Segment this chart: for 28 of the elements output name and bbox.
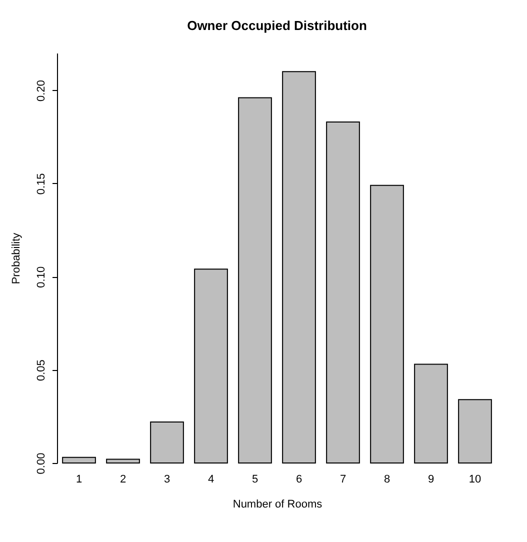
y-axis-title: Probability bbox=[10, 232, 22, 284]
bar bbox=[238, 97, 272, 464]
x-tick-label: 5 bbox=[252, 474, 258, 486]
x-tick-label: 3 bbox=[164, 474, 170, 486]
bar bbox=[370, 184, 404, 464]
bar bbox=[150, 422, 184, 464]
bar bbox=[458, 399, 492, 464]
x-tick-label: 1 bbox=[76, 474, 82, 486]
y-tick-label: 0.05 bbox=[36, 360, 48, 382]
x-tick-label: 8 bbox=[384, 474, 390, 486]
bar bbox=[414, 364, 448, 464]
bar bbox=[62, 456, 96, 464]
x-tick-label: 4 bbox=[208, 474, 214, 486]
x-tick-label: 7 bbox=[340, 474, 346, 486]
chart-title: Owner Occupied Distribution bbox=[187, 18, 367, 33]
x-tick-label: 9 bbox=[428, 474, 434, 486]
y-tick-label: 0.00 bbox=[36, 452, 48, 474]
bar bbox=[326, 121, 360, 464]
bar bbox=[194, 268, 228, 464]
bar bbox=[106, 458, 140, 464]
y-tick-label: 0.20 bbox=[36, 80, 48, 102]
bar bbox=[282, 71, 316, 464]
x-tick-label: 2 bbox=[120, 474, 126, 486]
x-tick-label: 10 bbox=[468, 474, 482, 486]
x-tick-label: 6 bbox=[296, 474, 302, 486]
x-axis-title: Number of Rooms bbox=[232, 498, 323, 510]
y-tick-label: 0.15 bbox=[36, 173, 48, 195]
y-tick-label: 0.10 bbox=[36, 266, 48, 288]
